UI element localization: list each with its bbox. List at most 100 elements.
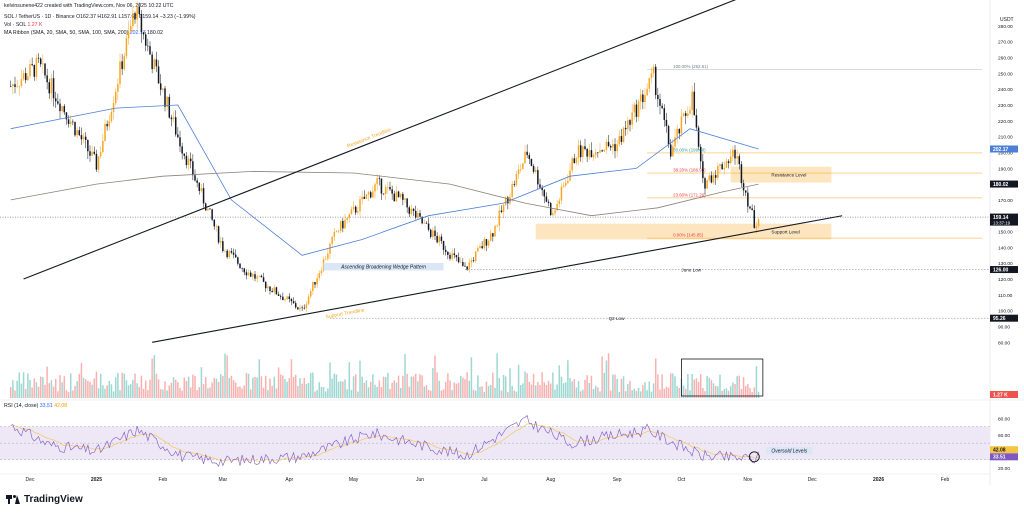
candle-body (147, 45, 149, 47)
price-tick-label: 80.00 (998, 340, 1010, 346)
candle-body (631, 112, 633, 125)
volume-bar (99, 373, 102, 398)
candle-body (545, 196, 548, 202)
candle-body (282, 296, 284, 301)
volume-bar (438, 380, 441, 398)
candle-body (87, 139, 89, 152)
candle-body (532, 165, 535, 172)
candle-body (599, 150, 601, 153)
volume-bar (706, 375, 708, 398)
rsi-ma-tag-bg (990, 446, 1018, 454)
candle-body (134, 13, 136, 20)
candle-body (384, 187, 387, 194)
volume-bar (129, 384, 132, 398)
candle-body (549, 202, 552, 216)
candle-body (740, 164, 743, 184)
volume-bar (620, 378, 623, 398)
candle-body (226, 250, 228, 258)
candle-body (123, 56, 126, 70)
candle-body (320, 270, 323, 274)
level-label: June Low (681, 268, 701, 273)
volume-bar (168, 385, 171, 398)
volume-bar (102, 385, 104, 398)
volume-bar (661, 374, 663, 398)
rsi-legend[interactable]: RSI (14, close) 33.51 42.08 (4, 403, 67, 409)
volume-bar (361, 376, 363, 398)
volume-bar (755, 366, 758, 398)
candle-body (624, 127, 627, 130)
volume-bar (305, 383, 308, 398)
candle-body (230, 251, 233, 253)
ma-ribbon-value-2: 180.02 (147, 30, 163, 36)
volume-tag-bg (990, 391, 1018, 398)
candle-body (622, 127, 625, 142)
oversold-circle (748, 451, 760, 463)
volume-bar (710, 379, 713, 398)
candle-body (663, 108, 666, 120)
tradingview-logo[interactable]: TradingView (6, 494, 83, 505)
volume-bar (712, 383, 715, 398)
volume-bar (207, 388, 209, 398)
volume-bar (584, 379, 586, 398)
candle-body (511, 184, 513, 197)
candle-body (646, 88, 648, 96)
candle-body (579, 145, 582, 158)
volume-bar (462, 377, 464, 398)
volume-bar (194, 376, 196, 398)
symbol-line[interactable]: SOL / TetherUS · 1D · Binance O162.37 H1… (4, 14, 196, 20)
candle-body (592, 154, 595, 158)
candle-body (254, 274, 256, 279)
candle-body (179, 137, 181, 147)
candle-body (500, 210, 503, 213)
volume-bar (704, 391, 706, 398)
volume-bar (239, 386, 241, 398)
volume-bar (335, 374, 338, 398)
volume-bar (374, 384, 376, 398)
candle-body (57, 101, 59, 104)
candle-body (402, 193, 404, 200)
volume-bar (114, 377, 117, 398)
candle-body (228, 251, 231, 258)
price-axis-unit: USDT (1000, 17, 1014, 23)
volume-bar (567, 360, 569, 398)
volume-bar (159, 389, 162, 398)
price-tick-label: 220.00 (998, 119, 1013, 125)
volume-bar (157, 379, 160, 398)
candle-body (616, 144, 618, 152)
volume-bar (408, 386, 411, 398)
candle-body (539, 184, 541, 188)
volume-bar (556, 384, 558, 398)
volume-bar (121, 372, 123, 398)
volume-bar (507, 391, 509, 398)
candle-body (213, 219, 216, 227)
candle-body (162, 88, 164, 90)
price-tick-label: 270.00 (998, 40, 1013, 46)
ma-sma200-line (10, 170, 759, 217)
candle-body (168, 96, 171, 118)
candle-body (151, 54, 153, 70)
candle-body (46, 75, 48, 83)
candle-body (603, 149, 606, 152)
ma-ribbon-legend[interactable]: MA Ribbon (SMA, 20, SMA, 50, SMA, 100, S… (4, 30, 163, 36)
candle-body (67, 119, 70, 124)
volume-bar (241, 388, 243, 398)
volume-legend[interactable]: Vol · SOL 1.27 K (4, 22, 42, 28)
price-tag-bg (990, 213, 1018, 226)
price-tick-label: 190.00 (998, 166, 1013, 172)
volume-bar (646, 390, 648, 398)
candle-body (629, 120, 631, 125)
candle-body (391, 189, 393, 194)
volume-bar (511, 385, 513, 398)
candle-body (620, 136, 623, 142)
volume-bar (91, 384, 93, 398)
price-tick-label: 140.00 (998, 245, 1013, 251)
volume-bar (322, 387, 325, 398)
candle-body (614, 144, 616, 152)
volume-bar (187, 376, 190, 398)
volume-bar (449, 380, 451, 398)
volume-bar (174, 379, 177, 398)
volume-bar (29, 379, 31, 398)
volume-bar (224, 353, 226, 398)
time-tick-label: Jun (416, 477, 424, 483)
